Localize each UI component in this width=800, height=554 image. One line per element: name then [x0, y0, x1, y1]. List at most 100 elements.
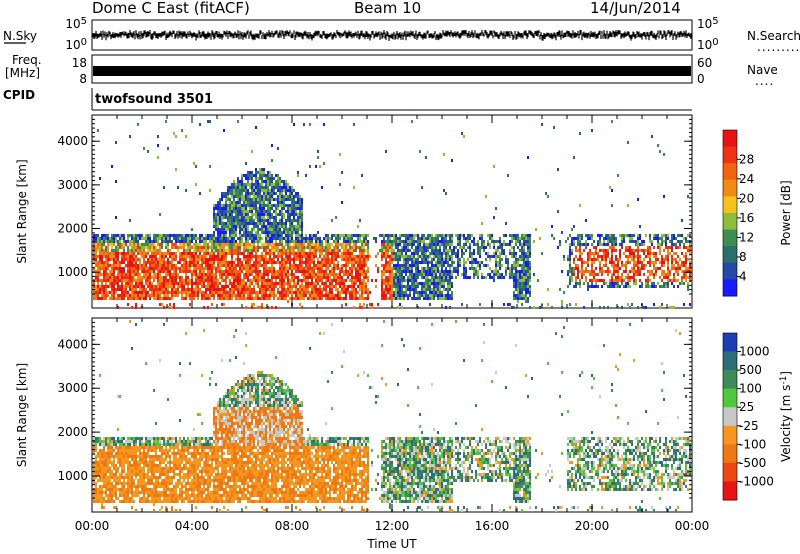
power-cell [249, 255, 251, 258]
power-cell [579, 132, 581, 135]
power-cell [265, 225, 267, 228]
power-cell [293, 210, 295, 213]
power-cell [163, 270, 165, 273]
power-cell [293, 291, 295, 294]
power-cell [395, 240, 397, 243]
power-cell [245, 270, 247, 273]
power-cell [437, 285, 439, 288]
power-cell [591, 282, 593, 285]
power-cell [285, 210, 287, 213]
power-cell [451, 258, 453, 261]
power-cell [227, 291, 229, 294]
power-cell [441, 237, 443, 240]
power-cell [409, 291, 411, 294]
power-cell [115, 180, 117, 183]
power-cell [291, 240, 293, 243]
power-cell [395, 294, 397, 297]
power-cell [267, 234, 269, 237]
power-cell [141, 282, 143, 285]
power-cell [563, 291, 565, 294]
power-cell [241, 288, 243, 291]
power-cell [175, 273, 177, 276]
power-cell [439, 276, 441, 279]
power-cell [271, 282, 273, 285]
power-cell [173, 264, 175, 267]
power-cell [259, 273, 261, 276]
power-cell [163, 282, 165, 285]
power-cell [447, 270, 449, 273]
power-cell [185, 270, 187, 273]
power-cell [395, 237, 397, 240]
power-cell [509, 273, 511, 276]
power-cell [413, 285, 415, 288]
power-cell [235, 225, 237, 228]
power-cell [355, 288, 357, 291]
power-cell [577, 258, 579, 261]
power-cell [249, 243, 251, 246]
power-cell [153, 276, 155, 279]
power-cell [445, 306, 447, 309]
power-cell [271, 225, 273, 228]
power-cell [437, 234, 439, 237]
power-cell [463, 252, 465, 255]
power-cell [499, 276, 501, 279]
power-cell [307, 237, 309, 240]
power-cell [249, 207, 251, 210]
power-cell [231, 258, 233, 261]
power-cell [213, 252, 215, 255]
power-cell [215, 282, 217, 285]
power-cell [131, 249, 133, 252]
power-cell [255, 240, 257, 243]
power-cell [355, 282, 357, 285]
power-cell [619, 276, 621, 279]
power-cell [421, 267, 423, 270]
power-cell [165, 276, 167, 279]
power-cell [387, 249, 389, 252]
power-cell [627, 282, 629, 285]
power-cell [277, 234, 279, 237]
power-cell [259, 234, 261, 237]
power-cell [591, 273, 593, 276]
power-cell [149, 237, 151, 240]
power-cell [101, 255, 103, 258]
power-cell [181, 294, 183, 297]
power-cell [169, 303, 171, 306]
power-cell [221, 261, 223, 264]
power-cell [137, 276, 139, 279]
power-cell [443, 273, 445, 276]
power-cell [299, 234, 301, 237]
power-cell [491, 234, 493, 237]
power-cell [185, 264, 187, 267]
power-cell [545, 192, 547, 195]
power-cell [581, 270, 583, 273]
power-cell [231, 282, 233, 285]
power-cell [389, 255, 391, 258]
power-cell [151, 270, 153, 273]
power-cell [441, 264, 443, 267]
power-cell [463, 270, 465, 273]
power-cell [325, 243, 327, 246]
power-cell [137, 234, 139, 237]
power-cell [131, 270, 133, 273]
power-cell [423, 285, 425, 288]
power-cell [459, 264, 461, 267]
power-cell [437, 288, 439, 291]
power-cell [157, 237, 159, 240]
power-cell [529, 249, 531, 252]
power-cell [447, 264, 449, 267]
power-cell [277, 183, 279, 186]
power-cell [597, 255, 599, 258]
power-cell [323, 294, 325, 297]
power-cell [251, 255, 253, 258]
power-cell [227, 195, 229, 198]
power-cell [109, 270, 111, 273]
power-cell [251, 216, 253, 219]
power-cell [219, 204, 221, 207]
power-cell [315, 246, 317, 249]
power-cell [383, 237, 385, 240]
power-cell [437, 255, 439, 258]
power-cell [287, 291, 289, 294]
power-cell [97, 282, 99, 285]
power-cell [157, 276, 159, 279]
power-cell [211, 237, 213, 240]
